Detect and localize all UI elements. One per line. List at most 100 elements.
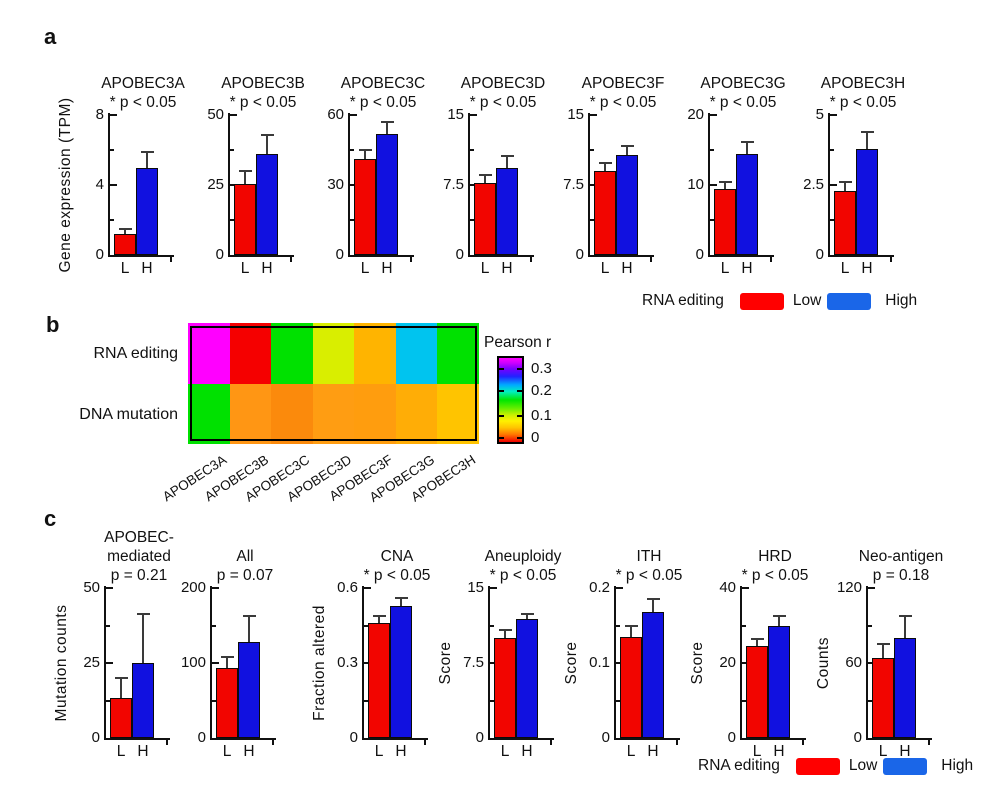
error-bar-cap [394, 597, 408, 599]
y-tick-label: 5 [815, 106, 824, 123]
chart-a2: APOBEC3B * p < 0.05 0 25 50 L H [196, 68, 304, 280]
y-tick-label: 20 [719, 654, 736, 671]
colorbar-title: Pearson r [484, 334, 552, 351]
chart-title-block: Neo-antigen p = 0.18 [852, 524, 950, 585]
x-tick-label: H [501, 260, 513, 277]
error-bar-line [248, 615, 250, 642]
panel-b-label: b [46, 312, 60, 337]
chart-body: 0 10 20 [676, 107, 774, 263]
heatmap-cell-dna-mutation-apobec3a [188, 383, 230, 444]
y-tick-label: 200 [180, 579, 206, 596]
y-tick-labels: 0 0.3 0.6 [330, 580, 364, 746]
y-tick-label: 0 [601, 729, 610, 746]
error-bar-cap [624, 624, 638, 627]
panel-c-label: c [44, 506, 57, 531]
chart-title-block: APOBEC3C * p < 0.05 [334, 68, 432, 112]
x-tick-label: H [773, 743, 785, 760]
chart-c6: HRD * p < 0.05 Score 0 20 40 L H [688, 524, 808, 763]
x-axis-end-tick [166, 740, 168, 745]
y-tick-minor [742, 699, 746, 702]
y-tick-label: 25 [83, 654, 100, 671]
x-axis-end-tick [170, 257, 172, 262]
x-tick-label: H [381, 260, 393, 277]
error-bar-line [244, 171, 246, 184]
chart-title-block: APOBEC3D * p < 0.05 [454, 68, 552, 112]
y-axis-label: Gene expression (TPM) [56, 97, 76, 272]
y-tick-major [830, 114, 837, 116]
error-bar-line [146, 151, 148, 168]
x-axis-end-tick [770, 257, 772, 262]
chart-p-value: * p < 0.05 [709, 94, 777, 111]
y-tick-minor [364, 699, 368, 702]
y-tick-minor [710, 149, 714, 151]
y-tick-label: 20 [687, 106, 704, 123]
plot-area [708, 113, 774, 262]
y-axis-label: Score [562, 588, 582, 738]
y-tick-minor [110, 219, 114, 221]
y-tick-label: 0 [335, 246, 344, 263]
error-bar-cap [242, 614, 256, 617]
x-axis-end-tick [290, 257, 292, 262]
heatmap-cell-rna-editing-apobec3h [437, 323, 479, 384]
y-tick-labels: 0 4 8 [76, 107, 110, 263]
y-tick-label: 7.5 [443, 176, 464, 193]
y-tick-major [230, 184, 237, 186]
x-tick-label: H [141, 260, 153, 277]
plot-area [468, 113, 534, 262]
plot-area [108, 113, 174, 262]
error-bar-cap [772, 615, 786, 618]
chart-title: APOBEC3F [581, 75, 665, 92]
x-tick-label: H [861, 260, 873, 277]
y-tick-label: 15 [567, 106, 584, 123]
y-axis-label-text: Mutation counts [53, 604, 70, 722]
y-axis [828, 113, 830, 257]
y-tick-label: 0.3 [337, 654, 358, 671]
bar-low [834, 190, 856, 255]
error-bar-line [378, 615, 380, 623]
x-tick-label: H [243, 743, 255, 760]
bar-low [594, 171, 616, 255]
error-bar-cap [500, 155, 514, 158]
y-axis [614, 586, 616, 740]
legend-title: RNA editing [642, 292, 724, 309]
plot-area [362, 586, 428, 745]
y-axis [362, 586, 364, 740]
y-axis-label: Score [688, 588, 708, 738]
error-bar-cap [478, 173, 492, 176]
chart-a6: APOBEC3G * p < 0.05 0 10 20 L H [676, 68, 785, 280]
x-axis-end-tick [802, 740, 804, 745]
error-bar-cap [380, 121, 394, 123]
error-bar-line [226, 657, 228, 669]
y-tick-minor [364, 624, 368, 627]
heatmap-cell-dna-mutation-apobec3f [354, 383, 396, 444]
x-tick-label: L [360, 260, 370, 277]
error-bar-cap [876, 643, 890, 646]
y-axis [740, 586, 742, 740]
y-axis [488, 586, 490, 740]
chart-title-block: APOBEC3A * p < 0.05 [94, 68, 192, 112]
heatmap-cell-dna-mutation-apobec3d [312, 383, 354, 444]
error-bar-line [504, 630, 506, 638]
y-axis-label-text: Fraction altered [311, 605, 328, 721]
y-axis-label-text: Counts [815, 636, 832, 690]
colorbar-tick [499, 437, 504, 440]
heatmap-cell-rna-editing-apobec3a [188, 323, 230, 384]
y-axis-label-text: Score [437, 641, 454, 685]
y-tick-label: 40 [719, 579, 736, 596]
bar-high [516, 619, 538, 738]
y-tick-major [710, 114, 717, 116]
colorbar-tick [517, 415, 522, 418]
x-axis [488, 738, 554, 740]
chart-p-value: * p < 0.05 [109, 94, 177, 111]
legend-title: RNA editing [698, 757, 780, 774]
error-bar-line [120, 678, 122, 698]
bar-high [256, 154, 278, 255]
x-axis-end-tick [890, 257, 892, 262]
x-tick-label: L [240, 260, 250, 277]
y-tick-major [350, 114, 357, 116]
y-tick-label: 0 [455, 246, 464, 263]
